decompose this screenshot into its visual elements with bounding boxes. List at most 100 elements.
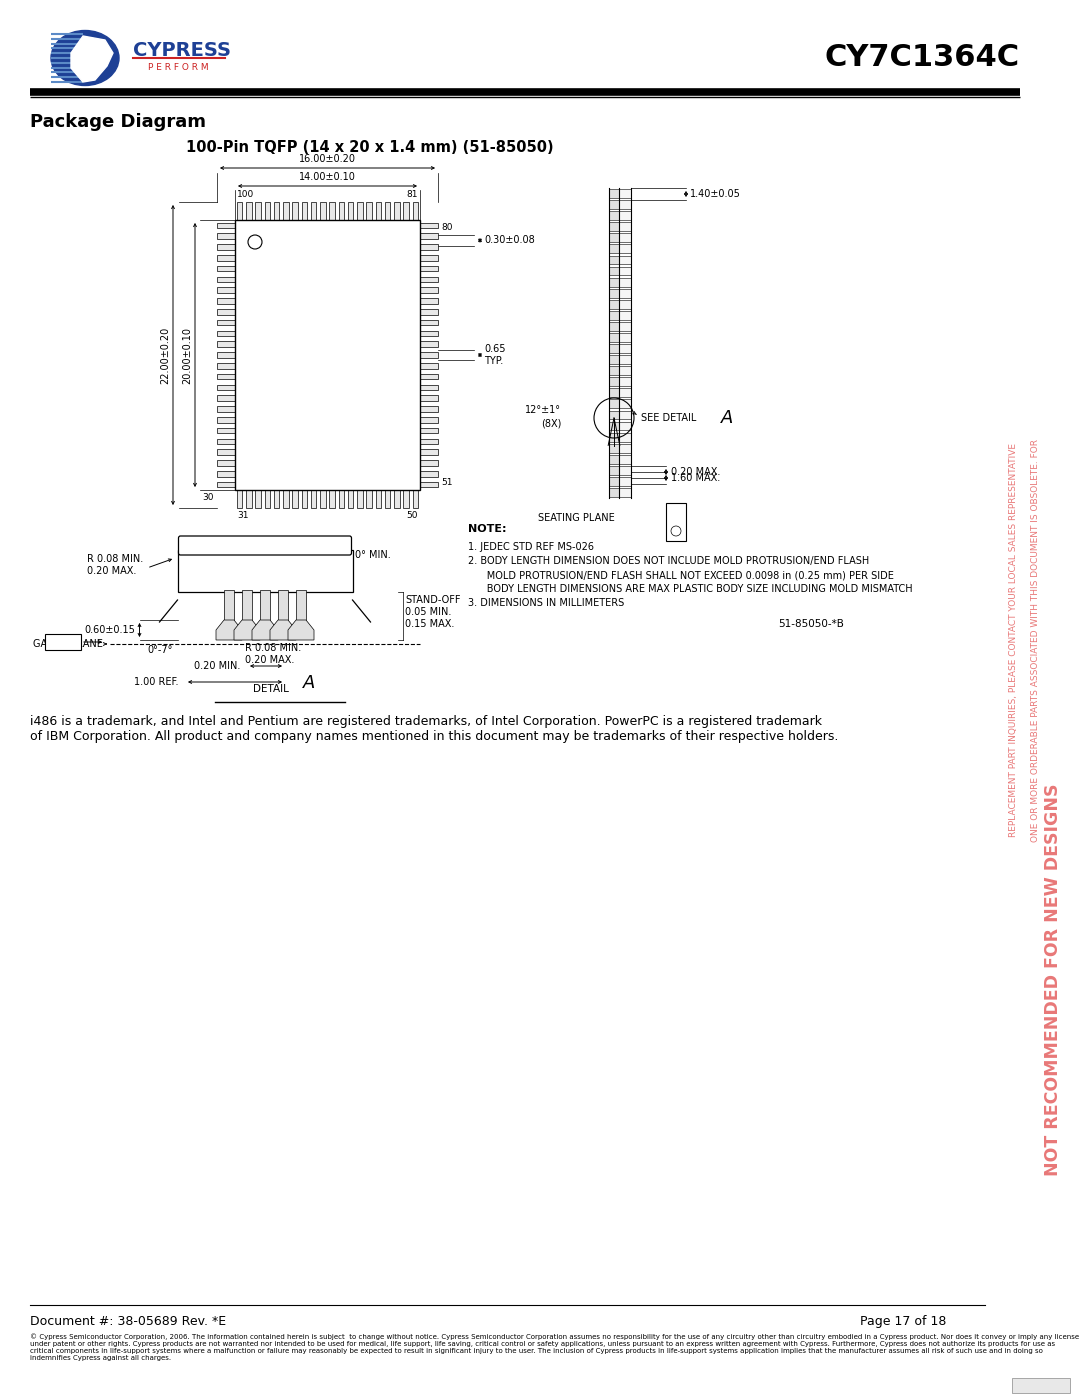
Bar — [420, 256, 438, 261]
Text: R 0.08 MIN.
0.20 MAX.: R 0.08 MIN. 0.20 MAX. — [245, 643, 301, 665]
Bar — [420, 320, 438, 326]
Bar — [246, 203, 252, 219]
Text: 81: 81 — [406, 190, 418, 198]
Bar — [217, 288, 235, 293]
Bar — [420, 460, 438, 465]
Bar — [217, 256, 235, 261]
Text: Page 17 of 18: Page 17 of 18 — [860, 1315, 946, 1329]
Bar — [609, 200, 619, 210]
Bar — [420, 363, 438, 369]
Text: R 0.08 MIN.
0.20 MAX.: R 0.08 MIN. 0.20 MAX. — [87, 555, 144, 576]
Bar — [217, 427, 235, 433]
Bar — [301, 490, 307, 509]
Bar — [265, 203, 270, 219]
Text: SEATING PLANE: SEATING PLANE — [538, 513, 615, 522]
Bar — [619, 300, 631, 309]
Bar — [609, 289, 619, 298]
Text: 0.10: 0.10 — [672, 513, 680, 531]
Text: NOTE:: NOTE: — [468, 524, 507, 534]
Bar — [420, 352, 438, 358]
Bar — [619, 278, 631, 286]
Bar — [619, 488, 631, 497]
Bar — [357, 490, 363, 509]
Text: 80: 80 — [441, 224, 453, 232]
Bar — [619, 211, 631, 221]
Text: Document #: 38-05689 Rev. *E: Document #: 38-05689 Rev. *E — [30, 1315, 226, 1329]
Text: 0.25: 0.25 — [52, 637, 73, 647]
Bar — [329, 203, 335, 219]
Text: 22.00±0.20: 22.00±0.20 — [160, 327, 170, 384]
Bar — [384, 490, 390, 509]
Text: 14.00±0.10: 14.00±0.10 — [299, 172, 356, 182]
Bar — [609, 278, 619, 286]
Bar — [609, 355, 619, 365]
Bar — [619, 200, 631, 210]
Text: 51-85050-*B: 51-85050-*B — [778, 619, 843, 629]
Text: 31: 31 — [237, 511, 248, 520]
Bar — [217, 482, 235, 488]
Polygon shape — [216, 620, 242, 640]
Text: P E R F O R M: P E R F O R M — [148, 63, 208, 73]
Text: 100: 100 — [237, 190, 254, 198]
Bar — [329, 490, 335, 509]
Text: © Cypress Semiconductor Corporation, 2006. The information contained herein is s: © Cypress Semiconductor Corporation, 200… — [30, 1333, 1079, 1361]
Bar — [609, 366, 619, 376]
Bar — [420, 341, 438, 346]
Text: GAUGE PLANE: GAUGE PLANE — [33, 638, 103, 650]
Bar — [217, 418, 235, 422]
Bar — [413, 203, 418, 219]
Bar — [609, 411, 619, 419]
Text: BODY LENGTH DIMENSIONS ARE MAX PLASTIC BODY SIZE INCLUDING MOLD MISMATCH: BODY LENGTH DIMENSIONS ARE MAX PLASTIC B… — [468, 584, 913, 594]
Bar — [403, 203, 409, 219]
Bar — [420, 277, 438, 282]
Bar — [320, 203, 326, 219]
Bar — [420, 384, 438, 390]
Polygon shape — [270, 620, 296, 640]
Bar — [265, 490, 270, 509]
Text: 1.00 REF.: 1.00 REF. — [135, 678, 179, 687]
Bar — [619, 233, 631, 242]
Bar — [45, 634, 81, 650]
Bar — [274, 490, 280, 509]
Bar — [420, 482, 438, 488]
Bar — [339, 203, 345, 219]
Bar — [217, 265, 235, 271]
Bar — [609, 444, 619, 453]
Bar — [420, 471, 438, 476]
Text: CYPRESS: CYPRESS — [133, 41, 231, 60]
Bar — [224, 590, 234, 620]
Bar — [217, 233, 235, 239]
Bar — [420, 331, 438, 337]
Bar — [217, 320, 235, 326]
Text: 51: 51 — [441, 478, 453, 488]
Polygon shape — [234, 620, 260, 640]
Text: 20.00±0.10: 20.00±0.10 — [183, 327, 192, 384]
Bar — [293, 203, 298, 219]
Bar — [217, 244, 235, 250]
Text: A: A — [303, 673, 315, 692]
FancyBboxPatch shape — [178, 536, 351, 555]
Bar — [420, 265, 438, 271]
Bar — [177, 550, 352, 592]
Bar — [609, 267, 619, 275]
Bar — [609, 344, 619, 353]
Bar — [217, 450, 235, 455]
Bar — [619, 411, 631, 419]
Bar — [609, 321, 619, 331]
Bar — [619, 444, 631, 453]
Bar — [420, 298, 438, 303]
Bar — [420, 233, 438, 239]
Bar — [1012, 1377, 1070, 1393]
Polygon shape — [252, 620, 278, 640]
Bar — [420, 374, 438, 380]
Bar — [619, 267, 631, 275]
Text: MOLD PROTRUSION/END FLASH SHALL NOT EXCEED 0.0098 in (0.25 mm) PER SIDE: MOLD PROTRUSION/END FLASH SHALL NOT EXCE… — [468, 570, 894, 580]
Bar — [609, 377, 619, 386]
Text: REPLACEMENT PART INQUIRIES, PLEASE CONTACT YOUR LOCAL SALES REPRESENTATIVE: REPLACEMENT PART INQUIRIES, PLEASE CONTA… — [1009, 443, 1018, 837]
Bar — [260, 590, 270, 620]
Bar — [217, 374, 235, 380]
Bar — [283, 490, 288, 509]
Bar — [348, 490, 353, 509]
Text: 30: 30 — [203, 493, 214, 502]
Bar — [420, 450, 438, 455]
